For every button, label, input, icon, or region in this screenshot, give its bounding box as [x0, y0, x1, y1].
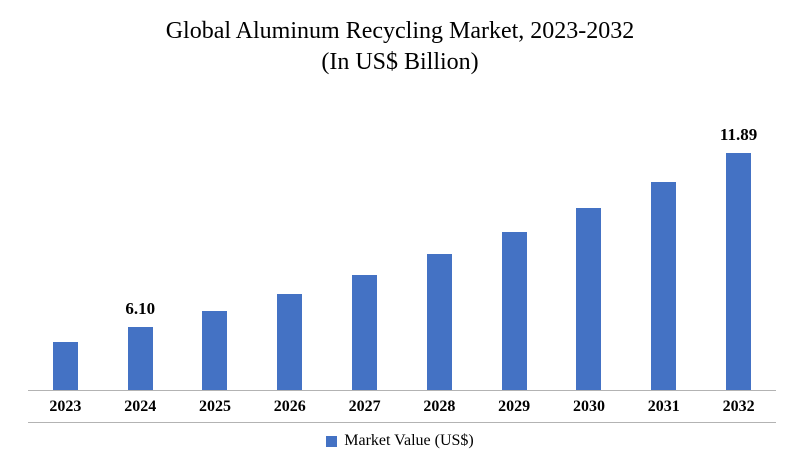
x-axis-label: 2031	[647, 397, 680, 415]
bar-cell: 6.10	[103, 100, 178, 390]
x-axis-label: 2029	[498, 397, 531, 415]
chart-title-line2: (In US$ Billion)	[321, 49, 479, 76]
legend: Market Value (US$)	[0, 432, 800, 450]
bar-cell	[178, 100, 253, 390]
bar	[651, 181, 677, 390]
x-axis-label: 2028	[423, 397, 456, 415]
x-axis-label: 2024	[124, 397, 157, 415]
bar-cell	[477, 100, 552, 390]
plot-area: 6.10 11.89	[28, 100, 776, 390]
bar	[426, 254, 452, 390]
bar	[127, 327, 153, 390]
bar-cell	[252, 100, 327, 390]
x-axis-label: 2027	[348, 397, 381, 415]
x-axis-label: 2023	[49, 397, 82, 415]
bar	[726, 153, 752, 390]
legend-swatch-icon	[326, 435, 338, 447]
bar-value-label: 11.89	[719, 125, 758, 145]
bar-cell	[552, 100, 627, 390]
bar-cell	[626, 100, 701, 390]
legend-label: Market Value (US$)	[344, 432, 474, 449]
x-axis: 2023 2024 2025 2026 2027 2028 2029 2030 2031 2032	[28, 390, 776, 423]
bar-cell	[327, 100, 402, 390]
bar	[277, 293, 303, 390]
bar-cell	[28, 100, 103, 390]
bar	[202, 311, 228, 390]
chart-title-line1: Global Aluminum Recycling Market, 2023-2…	[165, 18, 635, 44]
x-axis-label: 2025	[198, 397, 231, 415]
chart-title: Global Aluminum Recycling Market, 2023-2…	[0, 16, 800, 78]
bar	[352, 274, 378, 390]
x-axis-label: 2032	[722, 397, 755, 415]
x-axis-label: 2026	[273, 397, 306, 415]
bar-cell	[402, 100, 477, 390]
x-axis-label: 2030	[572, 397, 605, 415]
bar-value-label: 6.10	[125, 299, 156, 318]
bar	[501, 232, 527, 390]
bar-cell: 11.89	[701, 100, 776, 390]
bar	[52, 341, 78, 390]
bar	[576, 207, 602, 390]
